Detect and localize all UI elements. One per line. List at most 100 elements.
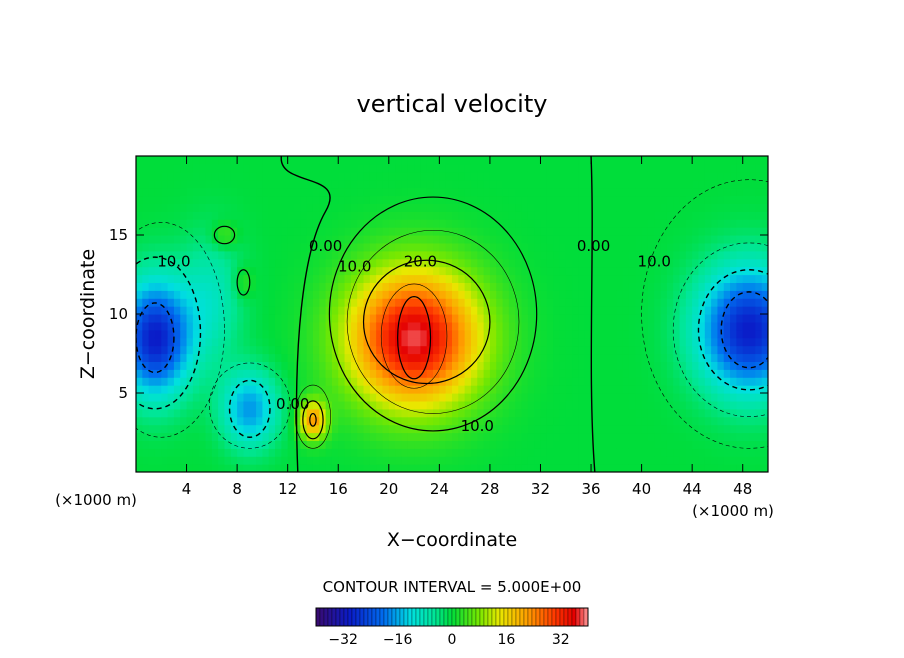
field-cell bbox=[136, 163, 143, 173]
field-cell bbox=[186, 306, 194, 315]
field-cell bbox=[154, 345, 162, 355]
field-cell bbox=[331, 282, 339, 291]
field-cell bbox=[717, 171, 725, 181]
field-cell bbox=[287, 353, 295, 362]
field-cell bbox=[218, 424, 226, 434]
field-cell bbox=[395, 227, 403, 236]
field-cell bbox=[186, 321, 194, 331]
field-cell bbox=[376, 290, 384, 299]
field-cell bbox=[445, 250, 453, 260]
field-cell bbox=[742, 321, 750, 331]
field-cell bbox=[350, 329, 358, 339]
field-cell bbox=[666, 282, 674, 291]
field-cell bbox=[426, 456, 434, 465]
field-cell bbox=[363, 416, 371, 426]
field-cell bbox=[268, 187, 276, 197]
field-cell bbox=[300, 345, 308, 355]
contour-line bbox=[720, 291, 768, 369]
field-cell bbox=[679, 314, 687, 323]
field-cell bbox=[616, 156, 624, 165]
field-cell bbox=[420, 440, 428, 449]
field-cell bbox=[420, 432, 428, 441]
field-cell bbox=[692, 456, 700, 465]
field-cell bbox=[616, 400, 624, 410]
field-cell bbox=[382, 345, 390, 355]
field-cell bbox=[628, 448, 636, 457]
field-cell bbox=[148, 432, 156, 441]
field-cell bbox=[192, 282, 200, 291]
field-cell bbox=[211, 400, 219, 410]
field-cell bbox=[553, 424, 561, 434]
field-cell bbox=[742, 187, 750, 197]
field-cell bbox=[647, 377, 655, 386]
field-cell bbox=[237, 227, 245, 236]
field-cell bbox=[489, 179, 497, 189]
field-cell bbox=[464, 282, 472, 291]
field-cell bbox=[679, 337, 687, 347]
field-cell bbox=[692, 440, 700, 449]
field-cell bbox=[736, 448, 744, 457]
field-cell bbox=[458, 274, 466, 283]
field-cell bbox=[319, 274, 327, 283]
field-cell bbox=[294, 408, 301, 418]
field-cell bbox=[464, 377, 472, 386]
field-cell bbox=[635, 266, 643, 276]
field-cell bbox=[180, 448, 188, 457]
field-cell bbox=[470, 464, 478, 472]
field-cell bbox=[730, 408, 737, 418]
field-cell bbox=[218, 345, 226, 355]
field-cell bbox=[420, 211, 428, 220]
field-cell bbox=[338, 211, 346, 220]
field-cell bbox=[755, 203, 763, 212]
field-cell bbox=[382, 306, 390, 315]
field-cell bbox=[622, 195, 630, 204]
field-cell bbox=[154, 361, 162, 370]
field-cell bbox=[641, 314, 649, 323]
field-cell bbox=[546, 163, 554, 173]
field-cell bbox=[489, 171, 497, 181]
field-cell bbox=[294, 416, 301, 426]
field-cell bbox=[515, 408, 523, 418]
field-cell bbox=[452, 274, 459, 283]
field-cell bbox=[350, 432, 358, 441]
field-cell bbox=[161, 424, 169, 434]
field-cell bbox=[565, 393, 573, 402]
field-cell bbox=[407, 290, 415, 299]
field-cell bbox=[192, 353, 200, 362]
field-cell bbox=[660, 377, 668, 386]
field-cell bbox=[262, 235, 270, 244]
field-cell bbox=[521, 369, 529, 378]
field-cell bbox=[350, 195, 358, 204]
colorbar-ticks: −32 −16 0 16 32 bbox=[328, 632, 569, 648]
field-cell bbox=[458, 400, 466, 410]
field-cell bbox=[407, 408, 415, 418]
field-cell bbox=[414, 456, 421, 465]
field-cell bbox=[666, 456, 674, 465]
field-cell bbox=[559, 456, 567, 465]
colorbar-cell bbox=[471, 607, 477, 627]
field-cell bbox=[167, 408, 175, 418]
field-cell bbox=[458, 290, 466, 299]
field-cell bbox=[218, 377, 226, 386]
field-cell bbox=[230, 171, 238, 181]
field-cell bbox=[262, 432, 270, 441]
field-cell bbox=[136, 171, 143, 181]
field-cell bbox=[388, 227, 396, 236]
field-cell bbox=[654, 432, 662, 441]
field-cell bbox=[433, 329, 440, 339]
field-cell bbox=[603, 464, 611, 472]
field-cell bbox=[262, 385, 270, 394]
field-cell bbox=[331, 306, 339, 315]
field-cell bbox=[698, 321, 706, 331]
field-cell bbox=[628, 385, 636, 394]
field-cell bbox=[635, 377, 643, 386]
field-cell bbox=[458, 219, 466, 228]
field-cell bbox=[692, 424, 700, 434]
field-cell bbox=[199, 345, 207, 355]
field-cell bbox=[256, 290, 263, 299]
field-cell bbox=[275, 361, 282, 370]
field-cell bbox=[540, 361, 548, 370]
field-cell bbox=[591, 195, 598, 204]
field-cell bbox=[268, 163, 276, 173]
field-cell bbox=[439, 464, 447, 472]
